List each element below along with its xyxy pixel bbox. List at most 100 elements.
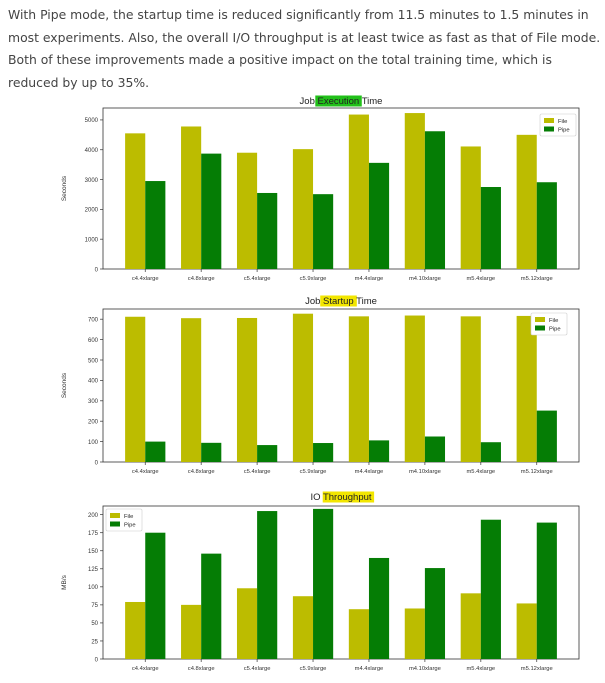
bar-file: [125, 133, 146, 269]
legend-label: File: [558, 119, 567, 125]
bar-pipe: [145, 181, 166, 269]
legend-swatch: [110, 513, 120, 518]
legend-swatch: [535, 317, 545, 322]
title-highlight-text: Throughput: [323, 492, 372, 503]
y-tick-label: 2000: [85, 208, 99, 214]
x-tick-label: m5.4xlarge: [466, 666, 495, 672]
bar-file: [516, 134, 537, 269]
y-tick-label: 4000: [85, 148, 99, 154]
x-tick-label: m4.4xlarge: [355, 666, 384, 672]
bar-file: [460, 593, 481, 659]
title-part: IO: [310, 492, 323, 503]
legend-swatch: [535, 325, 545, 331]
y-tick-label: 200: [88, 420, 99, 426]
x-tick-label: m5.12xlarge: [521, 469, 553, 475]
y-tick-label: 200: [88, 513, 99, 519]
legend-label: Pipe: [558, 128, 570, 134]
y-tick-label: 300: [88, 399, 99, 405]
bar-pipe: [368, 440, 390, 462]
y-tick-label: 600: [88, 338, 99, 344]
bar-file: [348, 609, 369, 659]
bar-file: [125, 316, 146, 462]
bar-file: [236, 588, 258, 659]
bar-pipe: [424, 436, 446, 462]
y-axis-label: MB/s: [61, 574, 68, 590]
bar-file: [292, 149, 314, 269]
x-tick-label: m5.12xlarge: [521, 666, 553, 672]
title-highlight-text: Startup: [323, 296, 354, 307]
legend: File Pipe: [539, 113, 577, 137]
y-tick-label: 25: [91, 639, 98, 645]
title-highlight: [320, 295, 357, 307]
x-tick-label: c4.4xlarge: [132, 276, 159, 282]
x-tick-label: m4.4xlarge: [355, 276, 384, 282]
bar-file: [460, 316, 481, 462]
bar-pipe: [368, 162, 390, 269]
x-tick-label: c4.8xlarge: [188, 666, 215, 672]
x-tick-label: m5.12xlarge: [521, 276, 553, 282]
title-text: Job Execution Time: [300, 96, 383, 107]
x-tick-label: c5.9xlarge: [300, 276, 327, 282]
bar-pipe: [480, 519, 501, 659]
y-tick-label: 100: [88, 585, 99, 591]
bar-pipe: [536, 410, 557, 462]
plot-frame: [102, 308, 580, 463]
bar-pipe: [480, 442, 501, 462]
y-axis-label: Seconds: [61, 175, 68, 201]
bar-file: [125, 601, 146, 659]
chart-title: Job Startup Time: [305, 295, 377, 307]
y-tick-label: 150: [88, 549, 99, 555]
bar-pipe: [201, 153, 222, 269]
bar-file: [292, 313, 314, 462]
bar-file: [181, 126, 202, 269]
y-tick-label: 50: [91, 621, 98, 627]
bar-pipe: [368, 557, 390, 659]
chart-title: Job Execution Time: [300, 95, 383, 107]
y-tick-label: 5000: [85, 118, 99, 124]
bar-pipe: [313, 194, 334, 269]
x-tick-label: c5.4xlarge: [244, 666, 271, 672]
chart-title: IO Throughput: [310, 491, 375, 503]
bar-file: [516, 603, 537, 659]
y-tick-label: 75: [91, 603, 98, 609]
legend-swatch: [110, 521, 120, 527]
title-highlight: [322, 491, 375, 503]
bar-pipe: [480, 187, 501, 269]
startup-time-chart: Job Startup Time 0 100 200 300 400 500 600 700 Se…: [61, 295, 580, 475]
y-tick-label: 100: [88, 440, 99, 446]
execution-time-chart: Job Execution Time 0 1000 2000 3000 4000 5000 S…: [61, 95, 580, 282]
legend-label: File: [124, 514, 133, 520]
legend: File Pipe: [530, 312, 568, 336]
bar-file: [181, 604, 202, 659]
x-tick-label: m4.4xlarge: [355, 469, 384, 475]
bar-file: [181, 318, 202, 462]
title-part: Job: [300, 96, 318, 107]
x-tick-label: c5.9xlarge: [300, 666, 327, 672]
bar-pipe: [313, 443, 334, 462]
bar-file: [348, 114, 369, 269]
x-tick-label: c5.4xlarge: [244, 276, 271, 282]
y-tick-label: 400: [88, 379, 99, 385]
x-tick-label: c4.8xlarge: [188, 469, 215, 475]
intro-paragraph: With Pipe mode, the startup time is redu…: [8, 7, 601, 90]
y-tick-label: 0: [95, 267, 99, 273]
bar-pipe: [145, 441, 166, 462]
y-axis-label: Seconds: [61, 372, 68, 398]
y-tick-label: 1000: [85, 237, 99, 243]
bar-pipe: [257, 511, 278, 659]
bar-file: [460, 146, 481, 269]
legend-label: Pipe: [124, 523, 136, 529]
legend-swatch: [544, 126, 554, 132]
plot-frame: [102, 505, 580, 660]
y-tick-label: 175: [88, 531, 99, 537]
y-tick-label: 0: [95, 460, 99, 466]
bar-pipe: [424, 131, 446, 269]
x-tick-label: m4.10xlarge: [409, 666, 441, 672]
x-tick-label: c4.4xlarge: [132, 469, 159, 475]
bar-pipe: [257, 445, 278, 462]
y-tick-label: 700: [88, 318, 99, 324]
bar-file: [236, 152, 258, 269]
x-tick-label: c4.8xlarge: [188, 276, 215, 282]
x-tick-label: m5.4xlarge: [466, 469, 495, 475]
x-tick-label: c5.4xlarge: [244, 469, 271, 475]
